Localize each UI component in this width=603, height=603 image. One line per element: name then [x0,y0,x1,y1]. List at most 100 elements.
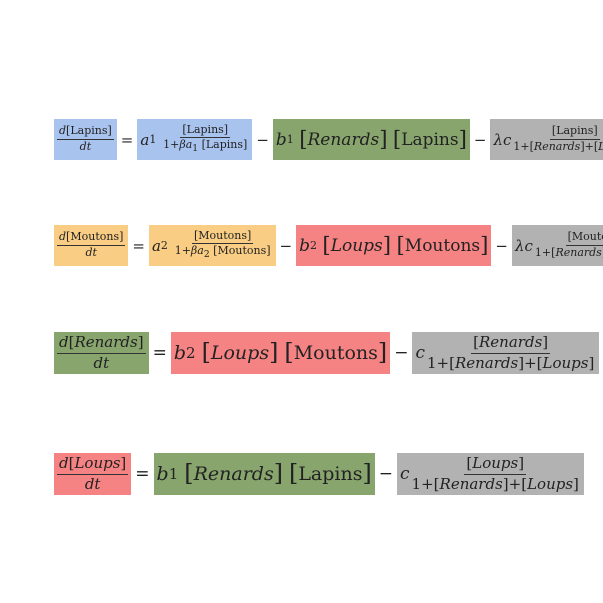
competition-term-moutons: λc [Moutons] 1+[Renards]+[Loups] [512,225,603,266]
one-plus: 1+ [163,138,180,152]
minus-sign: − [473,130,487,149]
loups-label: Loups [472,454,519,473]
beta-symbol: β [179,138,186,152]
lambda-c-symbol: λc [493,130,512,149]
c-symbol: c [400,464,410,484]
renards-label: Renards [533,140,581,153]
one-plus: 1+ [534,246,552,259]
loups-label: Loups [74,454,121,473]
one-plus: 1+ [174,244,191,258]
a-subscript: 1 [192,143,199,155]
competition-fraction-moutons: [Moutons] 1+[Renards]+[Loups] [533,231,603,259]
moutons-label: Moutons [571,230,603,244]
competition-term-renards: c [Renards] 1+[Renards]+[Loups] [412,332,600,374]
b-subscript: 1 [286,133,294,146]
moutons-label: Moutons [198,228,247,242]
lapins-label: Lapins [401,129,459,150]
one-plus: 1+ [513,140,530,153]
loups-label: Loups [527,474,574,493]
a-subscript: 2 [160,239,168,252]
dt-symbol: dt [79,140,92,153]
renards-label: Renards [479,333,543,352]
renards-label: Renards [439,474,503,493]
lhs-moutons: d[Moutons] dt [54,225,129,266]
b-subscript: 1 [168,465,179,483]
minus-sign: − [378,464,394,484]
renards-label: Renards [454,353,519,372]
a-subscript: 2 [203,249,210,261]
a-symbol: a [197,244,204,258]
d-symbol: d [59,124,67,138]
moutons-label: Moutons [70,230,120,244]
b-symbol: b [173,342,186,364]
b-symbol: b [299,235,310,256]
minus-sign: − [495,236,508,255]
lapins-label: Lapins [186,122,224,136]
b-subscript: 2 [186,344,196,362]
one-plus: 1+ [426,353,450,372]
loups-label: Loups [330,235,383,256]
derivative-renards: d[Renards] dt [57,333,146,372]
d-symbol: d [59,230,67,244]
b-symbol: b [156,463,169,485]
minus-sign: − [256,130,269,149]
derivative-lapins: d[Lapins] dt [57,124,114,153]
d-symbol: d [59,454,69,473]
competition-fraction-renards: [Renards] 1+[Renards]+[Loups] [426,333,595,372]
minus-sign: − [279,236,293,255]
dt-symbol: dt [93,353,110,372]
derivative-loups: d[Loups] dt [57,454,129,493]
beta-symbol: β [190,244,198,258]
renards-label: Renards [307,129,380,150]
minus-sign: − [394,343,409,363]
competition-fraction-lapins: [Lapins] 1+[Renards]+[Loups] [511,125,603,153]
plus-sign: + [508,474,522,493]
lhs-lapins: d[Lapins] dt [54,119,117,160]
lapins-label: Lapins [205,138,244,152]
lhs-loups: d[Loups] dt [54,453,132,495]
moutons-label: Moutons [217,244,267,258]
loups-label: Loups [210,342,270,364]
lapins-label: Lapins [556,124,594,138]
growth-fraction-lapins: [Lapins] 1+βa1 [Lapins] [163,122,248,155]
loups-label: Loups [542,353,589,372]
loups-label: Loups [598,140,603,153]
equals-sign: = [120,130,134,149]
dt-symbol: dt [85,246,97,259]
lapins-label: Lapins [298,463,363,485]
b-symbol: b [275,129,287,150]
a-subscript: 1 [149,133,157,146]
plus-sign: + [524,353,537,372]
growth-fraction-moutons: [Moutons] 1+βa2 [Moutons] [174,228,271,261]
b-subscript: 2 [309,239,317,252]
d-symbol: d [59,333,69,352]
competition-fraction-loups: [Loups] 1+[Renards]+[Loups] [411,454,579,493]
c-symbol: c [415,343,425,363]
renards-label: Renards [193,463,274,485]
a-symbol: a [140,130,150,149]
equals-sign: = [132,236,145,255]
renards-label: Renards [74,333,138,352]
derivative-moutons: d[Moutons] dt [57,230,126,259]
moutons-label: Moutons [404,235,481,256]
moutons-label: Moutons [293,342,378,364]
equals-sign: = [135,464,150,484]
lapins-label: Lapins [70,124,108,138]
dt-symbol: dt [84,474,101,493]
plus-sign: + [584,140,594,153]
a-symbol: a [151,236,161,255]
equals-sign: = [152,343,167,363]
renards-label: Renards [555,246,602,259]
one-plus: 1+ [411,474,434,493]
